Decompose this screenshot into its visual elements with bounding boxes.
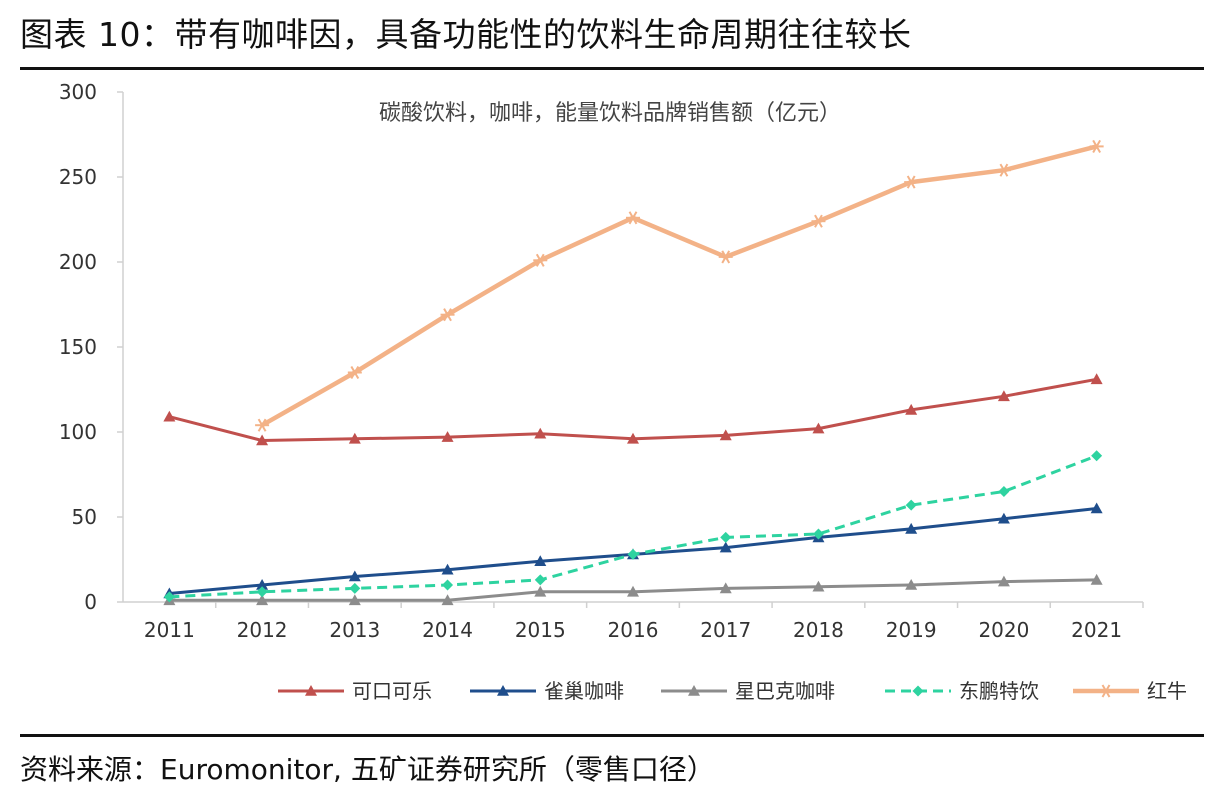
chart-series [163,139,1104,606]
data-point [440,308,455,322]
y-tick-label: 200 [59,250,97,274]
data-point [256,594,269,606]
legend-item: 红牛 [1073,679,1187,703]
data-point [534,585,547,597]
x-tick-label: 2012 [237,618,288,642]
data-point [1090,373,1103,385]
data-point [441,563,454,575]
data-point [163,410,176,422]
x-tick-label: 2021 [1071,618,1122,642]
chart-axes: 0 50 100 150 200 250 300 2011 2012 2013 2014 2015 20… [59,80,1144,642]
series-4 [163,450,1103,603]
data-point [812,528,824,540]
data-point [348,432,361,444]
series-line [260,144,1098,428]
source-rule [20,734,1204,737]
data-point [719,541,732,553]
data-point [441,594,454,606]
legend-label: 星巴克咖啡 [735,679,835,703]
series-5 [255,139,1104,432]
legend-item: 雀巢咖啡 [470,679,624,703]
x-tick-label: 2013 [329,618,380,642]
data-point [627,432,639,444]
data-point [533,253,548,267]
series-line [169,454,1098,599]
legend-marker [305,685,317,696]
data-point [905,522,918,534]
data-point [997,390,1010,402]
data-point [626,211,640,225]
data-point [997,575,1010,587]
data-point [255,418,270,432]
legend-marker [497,685,509,696]
data-point [349,582,361,594]
x-tick-label: 2020 [978,618,1029,642]
data-point [256,434,269,446]
data-point [442,579,454,591]
data-point [905,403,918,415]
legend-label: 可口可乐 [352,679,432,703]
data-point [1089,139,1104,153]
data-point [811,214,826,228]
data-point [718,250,733,264]
data-point [348,570,361,582]
y-tick-label: 150 [59,335,97,359]
legend-marker [912,685,924,697]
legend-label: 红牛 [1147,679,1187,703]
source-note: 资料来源：Euromonitor, 五矿证券研究所（零售口径） [20,753,715,786]
legend-item: 东鹏特饮 [885,679,1039,703]
line-chart: 0 50 100 150 200 250 300 2011 2012 2013 2014 2015 20… [59,80,1187,703]
y-tick-label: 250 [59,165,97,189]
y-tick-label: 0 [84,590,97,614]
data-point [720,531,732,543]
chart-title: 碳酸饮料，咖啡，能量饮料品牌销售额（亿元） [379,101,841,126]
data-point [1090,573,1103,585]
data-point [904,175,919,189]
title-rule [20,67,1204,70]
series-line [168,377,1097,442]
data-point [441,431,454,442]
data-point [719,429,732,441]
data-point [163,591,175,603]
data-point [256,586,268,598]
data-point [348,594,361,606]
data-point [719,582,732,594]
data-point [997,512,1010,524]
data-point [812,422,825,434]
data-point [1090,502,1103,514]
legend-item: 星巴克咖啡 [661,679,835,703]
data-point [627,548,639,560]
data-point [996,163,1011,177]
data-point [256,579,269,590]
x-tick-label: 2014 [422,618,473,642]
x-tick-label: 2016 [608,618,659,642]
legend-label: 东鹏特饮 [959,679,1039,703]
data-point [534,427,547,439]
legend-marker [688,685,700,696]
data-point [905,579,918,590]
data-point [998,486,1010,497]
data-point [1091,450,1103,462]
data-point [534,574,546,586]
x-tick-label: 2018 [793,618,844,642]
chart-legend: 可口可乐 雀巢咖啡 星巴克咖啡 东鹏特饮 红牛 [278,679,1187,703]
legend-marker [1099,684,1113,698]
data-point [347,365,362,380]
x-tick-label: 2015 [515,618,566,642]
x-tick-label: 2011 [144,618,195,642]
data-point [905,499,917,511]
legend-label: 雀巢咖啡 [544,679,624,703]
y-tick-label: 300 [59,80,97,104]
x-tick-label: 2017 [700,618,751,642]
y-tick-label: 100 [59,420,97,444]
data-point [812,580,825,592]
series-3 [163,573,1103,606]
series-1 [163,373,1103,446]
y-tick-label: 50 [72,505,97,529]
data-point [534,555,547,566]
figure-title: 图表 10：带有咖啡因，具备功能性的饮料生命周期往往较长 [20,15,912,54]
legend-item: 可口可乐 [278,679,432,703]
data-point [627,585,639,597]
x-tick-label: 2019 [886,618,937,642]
